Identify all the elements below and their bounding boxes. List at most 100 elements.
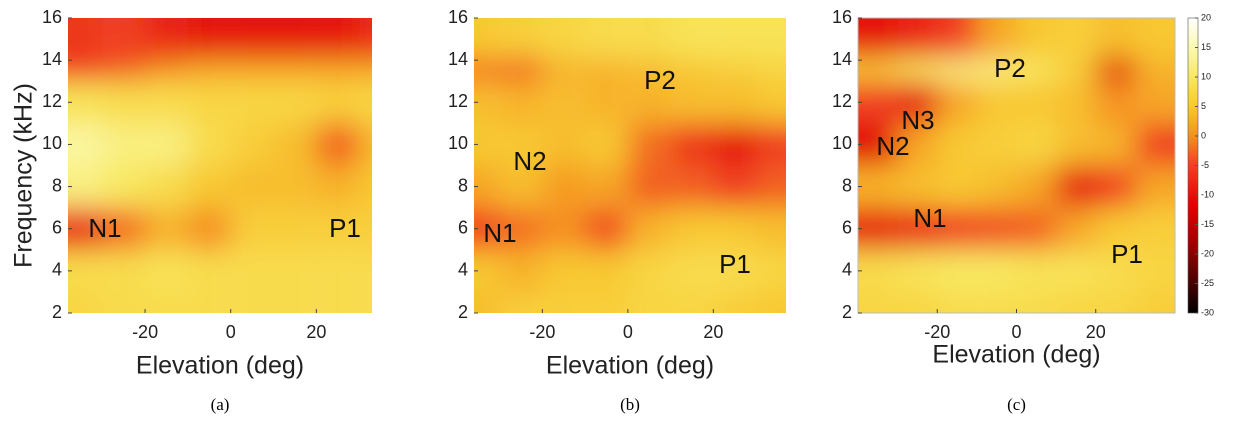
heatmap-cell — [474, 207, 500, 250]
heatmap-cell — [1056, 81, 1096, 124]
annotation: P1 — [1111, 239, 1143, 269]
y-tick-label: 16 — [832, 7, 852, 27]
heatmap-cell — [1135, 18, 1175, 58]
heatmap-cell — [756, 165, 786, 208]
heatmap-cell — [145, 249, 188, 292]
y-tick-label: 4 — [52, 260, 62, 280]
y-tick-label: 6 — [458, 217, 468, 237]
heatmap-cell — [68, 207, 103, 250]
y-tick-label: 14 — [42, 49, 62, 69]
heatmap-cell — [1056, 18, 1096, 58]
heatmap-cell — [585, 207, 628, 250]
heatmap-cell — [145, 165, 188, 208]
heatmap-cell — [670, 207, 714, 250]
heatmap-cell — [713, 207, 757, 250]
heatmap-cell — [756, 207, 786, 250]
heatmap-cell — [937, 165, 977, 208]
heatmap-cell — [102, 207, 146, 250]
x-tick-label: -20 — [924, 322, 950, 342]
heatmap-cell — [273, 249, 317, 292]
heatmap-cell — [897, 81, 938, 124]
heatmap-cell — [585, 123, 628, 166]
heatmap-cell — [187, 207, 231, 250]
heatmap-cell — [102, 18, 146, 58]
caption: (b) — [620, 395, 640, 414]
heatmap-cell — [359, 165, 372, 208]
heatmap-cell — [713, 81, 757, 124]
heatmap-cell — [756, 249, 786, 292]
heatmap-cell — [1135, 123, 1175, 166]
heatmap — [858, 18, 1175, 313]
heatmap-cell — [1135, 165, 1175, 208]
heatmap-cell — [713, 165, 757, 208]
heatmap-cell — [1016, 81, 1057, 124]
heatmap-cell — [68, 81, 103, 124]
x-axis-label: Elevation (deg) — [932, 341, 1100, 369]
x-tick-label: 20 — [306, 322, 326, 342]
heatmap-cell — [230, 81, 274, 124]
y-tick-label: 16 — [42, 7, 62, 27]
caption: (a) — [211, 395, 230, 414]
heatmap-cell — [1135, 81, 1175, 124]
colorbar-tick-label: 0 — [1201, 130, 1206, 140]
heatmap-cell — [187, 81, 231, 124]
heatmap-cell — [316, 207, 360, 250]
x-axis-label: Elevation (deg) — [546, 352, 714, 380]
heatmap-cell — [316, 165, 360, 208]
heatmap-cell — [1016, 123, 1057, 166]
heatmap-cell — [858, 249, 898, 292]
colorbar-tick-label: 5 — [1201, 101, 1206, 111]
y-tick-label: 12 — [448, 91, 468, 111]
heatmap-cell — [102, 249, 146, 292]
heatmap-cell — [1056, 165, 1096, 208]
colorbar-tick-label: -5 — [1201, 160, 1209, 170]
heatmap-cell — [499, 165, 543, 208]
colorbar-tick-label: -20 — [1201, 248, 1214, 258]
x-tick-label: 0 — [1011, 322, 1021, 342]
heatmap — [474, 18, 786, 313]
heatmap-cell — [316, 18, 360, 58]
heatmap-cell — [937, 207, 977, 250]
heatmap-cell — [713, 123, 757, 166]
annotation: P1 — [329, 213, 361, 243]
heatmap-cell — [1056, 249, 1096, 292]
heatmap-cell — [670, 81, 714, 124]
annotation: N3 — [901, 105, 934, 135]
y-axis-label: Frequency (kHz) — [10, 83, 38, 268]
heatmap-cell — [937, 81, 977, 124]
heatmap-cell — [1095, 207, 1136, 250]
heatmap-cell — [976, 18, 1017, 58]
heatmap-cell — [230, 249, 274, 292]
y-tick-label: 8 — [52, 175, 62, 195]
heatmap-cell — [713, 249, 757, 292]
heatmap-cell — [542, 123, 586, 166]
heatmap-cell — [230, 18, 274, 58]
colorbar-tick-label: -15 — [1201, 219, 1214, 229]
heatmap-cells — [474, 18, 786, 313]
colorbar-tick-label: 10 — [1201, 71, 1211, 81]
y-tick-label: 8 — [842, 175, 852, 195]
heatmap-cell — [474, 18, 500, 58]
heatmap-cell — [273, 165, 317, 208]
heatmap-cell — [897, 165, 938, 208]
heatmap-cells — [68, 18, 372, 313]
y-tick-label: 14 — [448, 49, 468, 69]
y-tick-label: 4 — [458, 260, 468, 280]
heatmap-cell — [858, 207, 898, 250]
heatmap-cell — [1095, 249, 1136, 292]
heatmap — [68, 18, 372, 313]
annotation: P2 — [644, 65, 676, 95]
heatmap-cell — [359, 81, 372, 124]
heatmap-cell — [627, 18, 671, 58]
heatmap-cell — [627, 249, 671, 292]
heatmap-cell — [1095, 18, 1136, 58]
heatmap-cell — [670, 249, 714, 292]
y-tick-label: 2 — [52, 302, 62, 322]
heatmap-cell — [976, 165, 1017, 208]
heatmap-cell — [102, 165, 146, 208]
x-tick-label: -20 — [132, 322, 158, 342]
annotation: N1 — [913, 203, 946, 233]
caption: (c) — [1007, 395, 1026, 414]
heatmap-cell — [897, 207, 938, 250]
y-tick-label: 12 — [42, 91, 62, 111]
